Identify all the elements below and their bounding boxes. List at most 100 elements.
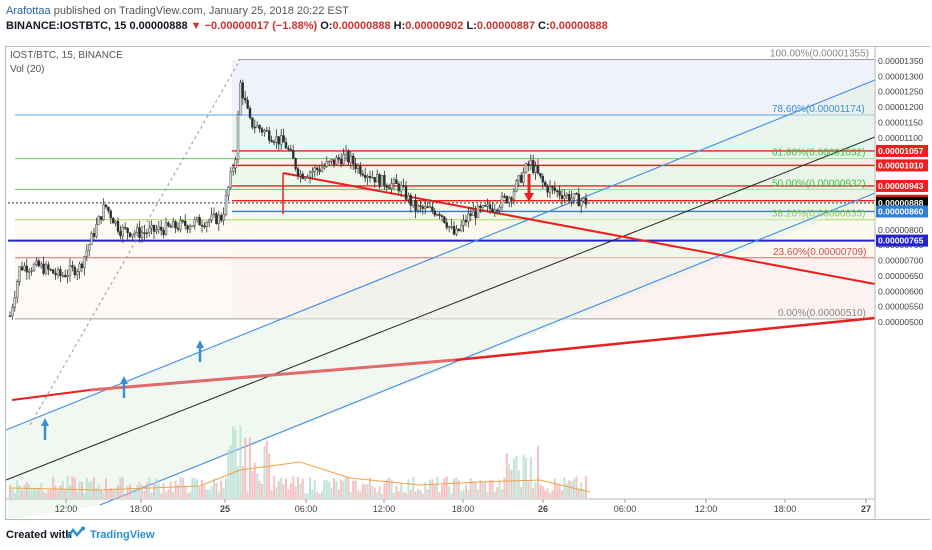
volume-bar	[265, 440, 268, 498]
candle-body	[90, 233, 93, 245]
candle-body	[440, 215, 444, 217]
volume-bar	[328, 481, 331, 498]
volume-bar	[311, 489, 314, 498]
candle-body	[491, 208, 494, 213]
volume-bar	[208, 489, 211, 498]
volume-bar	[537, 445, 539, 498]
volume-bar	[313, 480, 316, 498]
candle-body	[11, 306, 14, 317]
volume-bar	[282, 484, 285, 498]
candle-body	[308, 172, 312, 178]
volume-legend[interactable]: Vol (20)	[10, 64, 45, 75]
volume-bar	[143, 490, 146, 498]
candle-body	[80, 263, 84, 269]
candle-body	[20, 266, 24, 271]
candle-body	[452, 226, 456, 235]
volume-bar	[383, 483, 386, 498]
volume-bar	[174, 480, 177, 498]
candle-body	[517, 175, 520, 181]
candle-body	[433, 210, 436, 216]
open-label: O:	[320, 20, 333, 32]
volume-bar	[191, 477, 194, 498]
price-tick-label: 0.00001150	[878, 117, 923, 127]
candle-body	[277, 136, 280, 145]
candle-body	[167, 222, 170, 227]
price-tag-box	[876, 234, 928, 247]
volume-bar	[393, 492, 395, 498]
candle-body	[59, 269, 62, 276]
candle-body	[426, 206, 429, 208]
volume-bar	[203, 485, 206, 498]
volume-bar	[100, 489, 103, 498]
candle-body	[481, 205, 484, 208]
volume-bar	[477, 489, 479, 498]
symbol-legend[interactable]: IOST/BTC, 15, BINANCE	[10, 50, 123, 61]
author-link[interactable]: Arafottaa	[6, 5, 51, 17]
price-tick-label: 0.00001100	[878, 133, 923, 143]
volume-bar	[126, 486, 129, 498]
chart-header: Arafottaa published on TradingView.com, …	[0, 0, 932, 46]
candle-body	[56, 269, 60, 276]
volume-bar	[409, 489, 412, 498]
candle-body	[383, 175, 386, 186]
volume-bar	[124, 493, 127, 498]
volume-bar	[33, 489, 35, 498]
candle-body	[292, 150, 295, 159]
candle-body	[318, 169, 321, 172]
candle-body	[78, 263, 81, 272]
candle-body	[157, 226, 161, 230]
volume-bar	[150, 492, 153, 498]
down-arrow-icon: ▼	[190, 20, 202, 32]
volume-bar	[469, 478, 472, 498]
volume-bar	[359, 491, 362, 498]
price-tag-label: 0.00000860	[878, 206, 924, 216]
volume-bar	[323, 480, 326, 498]
volume-bar	[388, 477, 391, 498]
fib-zone	[232, 59, 875, 116]
candle-body	[361, 173, 364, 176]
candle-body	[496, 209, 499, 212]
volume-bar	[304, 493, 307, 498]
volume-bar	[541, 486, 544, 498]
candle-body	[448, 226, 451, 228]
volume-bar	[241, 466, 244, 498]
volume-bar	[585, 476, 587, 498]
volume-bar	[513, 459, 515, 498]
candle-body	[107, 206, 110, 212]
candle-body	[508, 197, 511, 203]
volume-bar	[397, 491, 400, 498]
candle-body	[349, 155, 352, 163]
volume-bar	[169, 481, 172, 498]
time-tick-label: 06:00	[295, 504, 318, 514]
price-axis	[875, 47, 930, 519]
volume-bar	[467, 489, 470, 498]
volume-bar	[429, 479, 431, 498]
candle-body	[462, 219, 465, 226]
tradingview-brand[interactable]: TradingView	[90, 529, 155, 541]
volume-bar	[532, 488, 535, 498]
price-tag-box	[876, 205, 928, 218]
volume-bar	[340, 479, 343, 498]
channel-midline	[6, 136, 875, 481]
candle-body	[171, 221, 175, 228]
price-tick-label: 0.00000700	[878, 256, 924, 266]
candle-body	[159, 226, 163, 231]
time-tick-label: 18:00	[130, 504, 153, 514]
candle-body	[563, 195, 566, 199]
candle-body	[354, 163, 357, 170]
candle-body	[66, 275, 69, 277]
candle-body	[42, 263, 45, 274]
candle-body	[272, 141, 276, 143]
volume-bar	[136, 485, 139, 498]
candle-body	[556, 190, 559, 193]
candle-body	[409, 195, 412, 206]
candle-body	[378, 174, 381, 187]
candle-body	[37, 260, 40, 267]
chart-canvas[interactable]: 100.00%(0.00001355) 78.60%(0.00001174) 61.…	[0, 0, 932, 520]
volume-bar	[160, 493, 163, 498]
price-tag-label: 0.00000888	[878, 198, 924, 208]
candle-body	[8, 315, 12, 318]
volume-bar	[445, 476, 448, 498]
candle-body	[258, 125, 261, 129]
volume-bar	[102, 492, 105, 498]
